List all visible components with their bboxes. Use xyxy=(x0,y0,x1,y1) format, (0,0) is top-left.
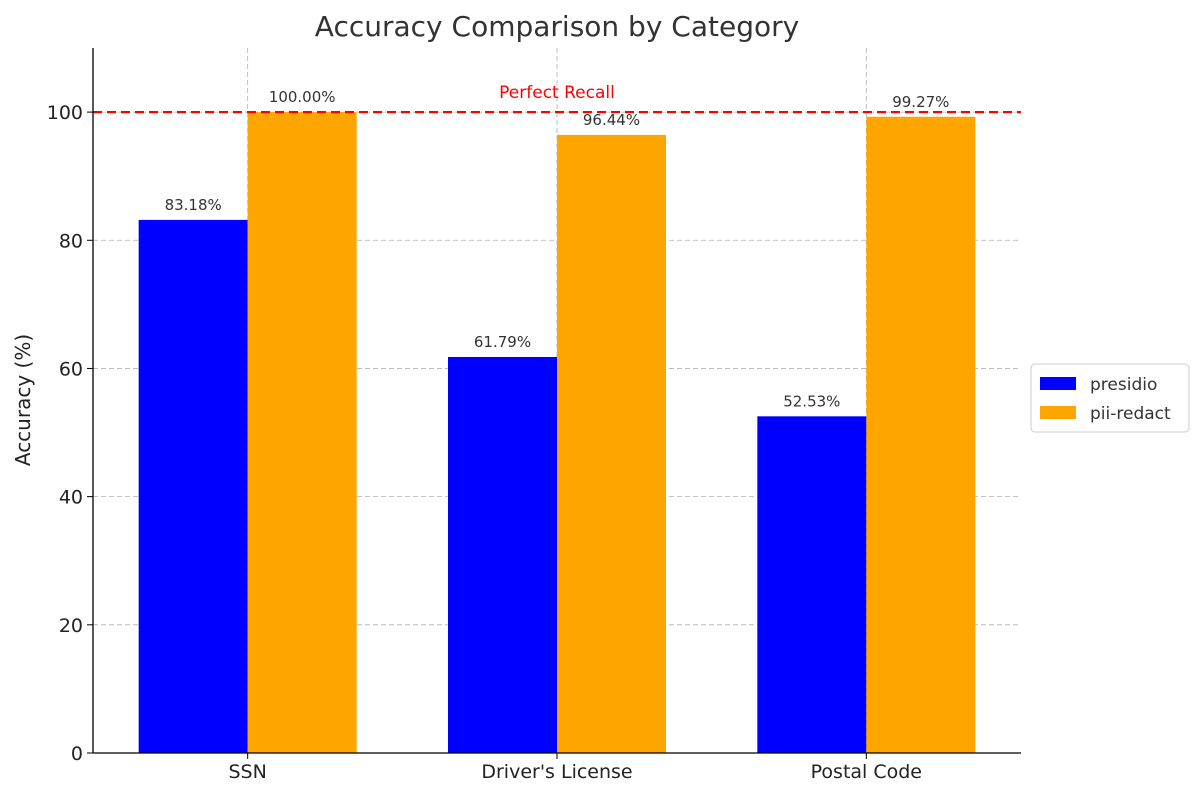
y-tick-label: 60 xyxy=(59,358,83,380)
data-label-pii-redact: 100.00% xyxy=(269,88,336,106)
legend-label-presidio: presidio xyxy=(1090,375,1157,395)
bars: 83.18% 61.79% 52.53% 100.00% 96.44% 99.27% xyxy=(138,88,976,754)
data-label-pii-redact: 96.44% xyxy=(583,111,640,129)
ticks: 0 20 40 60 80 100 SSN Driver's License Postal Co… xyxy=(47,102,922,783)
reference-line-label: Perfect Recall xyxy=(499,83,615,103)
y-axis-label: Accuracy (%) xyxy=(11,334,35,466)
bar-presidio xyxy=(448,356,557,753)
bar-presidio xyxy=(757,416,867,753)
chart-title: Accuracy Comparison by Category xyxy=(315,10,799,43)
x-tick-label: SSN xyxy=(228,761,266,783)
legend: presidio pii-redact xyxy=(1030,363,1190,433)
bar-pii-redact xyxy=(247,112,357,753)
y-tick-label: 80 xyxy=(59,230,83,252)
bar-presidio xyxy=(138,219,248,753)
reference-line-group: Perfect Recall xyxy=(93,83,1021,114)
data-label-presidio: 83.18% xyxy=(165,196,222,214)
data-label-pii-redact: 99.27% xyxy=(892,93,949,111)
legend-swatch-pii-redact xyxy=(1040,406,1076,419)
y-tick-label: 100 xyxy=(47,102,83,124)
y-tick-label: 0 xyxy=(71,743,83,765)
bar-pii-redact xyxy=(866,116,976,754)
legend-swatch-presidio xyxy=(1040,377,1076,390)
x-tick-label: Postal Code xyxy=(811,761,922,783)
bar-pii-redact xyxy=(557,134,666,753)
data-label-presidio: 61.79% xyxy=(474,333,531,351)
legend-label-pii-redact: pii-redact xyxy=(1090,404,1171,424)
data-label-presidio: 52.53% xyxy=(783,392,840,410)
y-tick-label: 20 xyxy=(59,615,83,637)
y-tick-label: 40 xyxy=(59,487,83,509)
x-tick-label: Driver's License xyxy=(481,761,632,783)
